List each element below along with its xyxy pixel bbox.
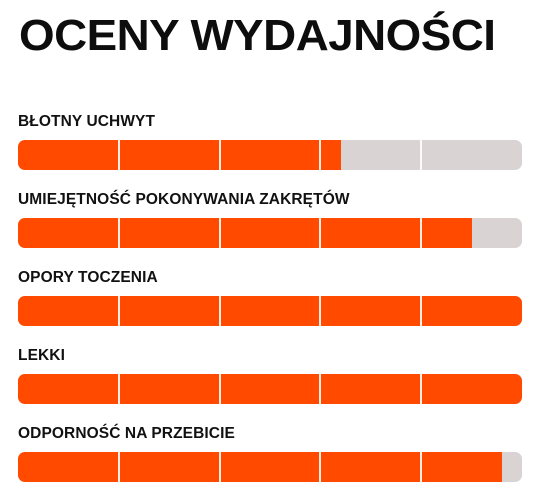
rating-bar-divider (420, 140, 423, 170)
rating-bar-divider (117, 140, 120, 170)
rating-bar-divider (420, 374, 423, 404)
rating-bar-divider (218, 218, 221, 248)
rating-bar (18, 452, 522, 482)
rating-bar-divider (117, 218, 120, 248)
rating-label: OPORY TOCZENIA (18, 269, 158, 286)
rating-bar-divider (319, 452, 322, 482)
rating-bar-divider (117, 296, 120, 326)
rating-bar (18, 140, 522, 170)
rating-bar-fill (18, 296, 522, 326)
rating-bar-fill (18, 452, 502, 482)
rating-bar (18, 374, 522, 404)
rating-bar (18, 296, 522, 326)
rating-puncture-resistance: ODPORNOŚĆ NA PRZEBICIE (18, 420, 522, 498)
rating-label: ODPORNOŚĆ NA PRZEBICIE (18, 425, 235, 442)
rating-cornering: UMIEJĘTNOŚĆ POKONYWANIA ZAKRĘTÓW (18, 186, 522, 264)
rating-bar-divider (218, 140, 221, 170)
rating-mud-grip: BŁOTNY UCHWYT (18, 108, 522, 186)
performance-ratings: BŁOTNY UCHWYT UMIEJĘTNOŚĆ POKONYWANIA ZA… (18, 108, 522, 498)
rating-bar-divider (218, 452, 221, 482)
rating-bar-divider (319, 296, 322, 326)
rating-bar-divider (420, 452, 423, 482)
rating-bar-divider (319, 218, 322, 248)
rating-bar-divider (319, 374, 322, 404)
rating-bar-divider (218, 374, 221, 404)
rating-bar-fill (18, 140, 341, 170)
rating-bar-divider (218, 296, 221, 326)
rating-bar-divider (117, 452, 120, 482)
page-title: OCENY WYDAJNOŚCI (19, 11, 496, 60)
rating-bar-divider (117, 374, 120, 404)
rating-bar-fill (18, 374, 522, 404)
rating-label: UMIEJĘTNOŚĆ POKONYWANIA ZAKRĘTÓW (18, 191, 350, 208)
rating-bar-divider (420, 218, 423, 248)
rating-bar-fill (18, 218, 472, 248)
rating-label: BŁOTNY UCHWYT (18, 113, 156, 130)
rating-bar-divider (420, 296, 423, 326)
rating-bar-divider (319, 140, 322, 170)
rating-bar (18, 218, 522, 248)
rating-rolling-resistance: OPORY TOCZENIA (18, 264, 522, 342)
rating-lightweight: LEKKI (18, 342, 522, 420)
rating-label: LEKKI (18, 347, 65, 364)
